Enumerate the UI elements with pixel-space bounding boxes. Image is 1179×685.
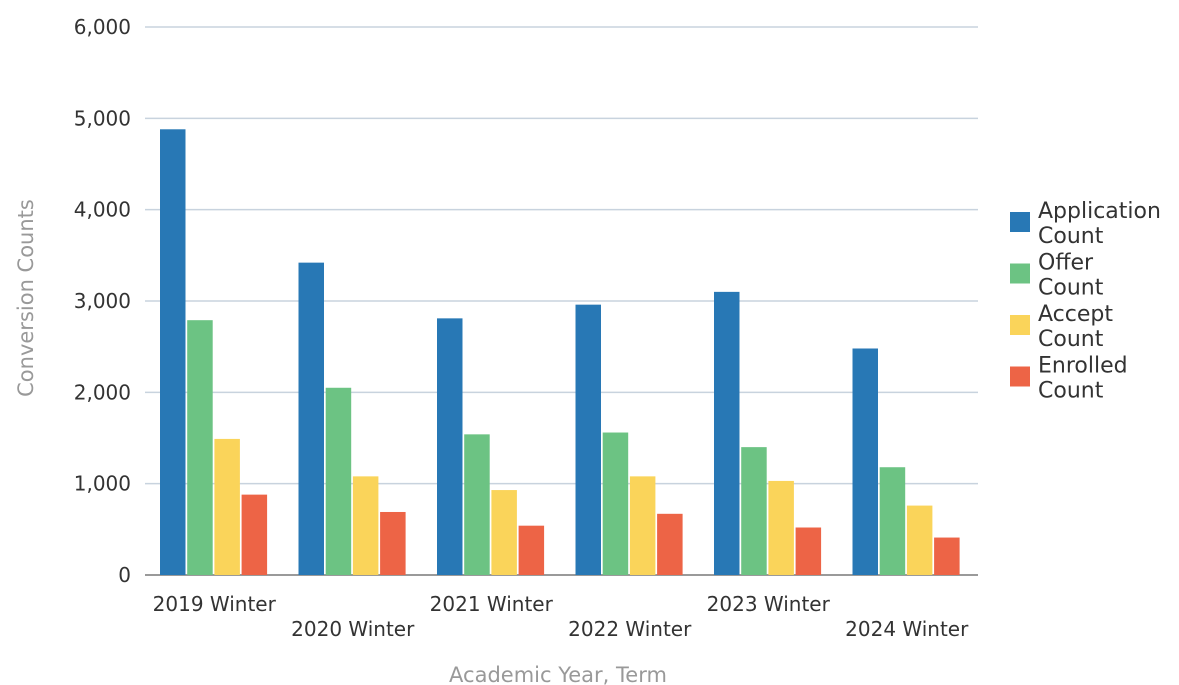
y-tick-label: 1,000	[74, 472, 131, 496]
y-tick-label: 5,000	[74, 106, 131, 130]
legend-label: Application	[1038, 199, 1161, 224]
bar-enrolled-count-2019-winter[interactable]	[241, 494, 268, 575]
bar-enrolled-count-2021-winter[interactable]	[518, 525, 545, 575]
y-tick-label: 0	[118, 563, 131, 587]
y-axis-tick-labels: 0 1,000 2,000 3,000 4,000 5,000 6,000	[74, 15, 131, 587]
bar-enrolled-count-2023-winter[interactable]	[795, 527, 822, 575]
x-axis-title: Academic Year, Term	[449, 663, 667, 685]
bars	[160, 129, 960, 575]
legend-label: Enrolled	[1038, 354, 1128, 379]
bar-application-count-2023-winter[interactable]	[714, 291, 740, 575]
bar-accept-count-2023-winter[interactable]	[768, 480, 794, 575]
legend-label: Count	[1038, 224, 1104, 249]
y-axis-title: Conversion Counts	[14, 199, 38, 397]
legend-swatch	[1010, 366, 1030, 387]
gridlines	[145, 26, 978, 576]
bar-enrolled-count-2020-winter[interactable]	[380, 511, 406, 575]
legend-swatch	[1010, 315, 1030, 335]
bar-accept-count-2022-winter[interactable]	[629, 476, 656, 575]
x-tick-label: 2024 Winter	[845, 617, 969, 641]
bar-application-count-2021-winter[interactable]	[437, 318, 463, 575]
y-tick-label: 2,000	[74, 380, 131, 404]
bar-application-count-2019-winter[interactable]	[160, 129, 186, 575]
legend-label: Accept	[1038, 302, 1113, 327]
bar-accept-count-2021-winter[interactable]	[491, 490, 517, 575]
bar-offer-count-2022-winter[interactable]	[602, 432, 629, 575]
y-tick-label: 3,000	[74, 289, 131, 313]
bar-enrolled-count-2022-winter[interactable]	[657, 513, 683, 575]
bar-accept-count-2019-winter[interactable]	[214, 438, 240, 575]
legend-label: Count	[1038, 276, 1104, 301]
legend-swatch	[1010, 212, 1030, 232]
bar-application-count-2024-winter[interactable]	[852, 348, 879, 575]
x-axis-tick-labels: 2019 Winter 2020 Winter 2021 Winter 2022 Wi…	[153, 592, 969, 641]
bar-application-count-2022-winter[interactable]	[575, 304, 602, 575]
legend-label: Count	[1038, 379, 1104, 404]
legend[interactable]: ApplicationCountOfferCountAcceptCountEnr…	[1010, 199, 1161, 404]
x-tick-label: 2019 Winter	[153, 592, 277, 616]
bar-accept-count-2024-winter[interactable]	[906, 505, 933, 575]
bar-offer-count-2020-winter[interactable]	[325, 387, 352, 575]
bar-offer-count-2024-winter[interactable]	[879, 467, 906, 575]
legend-swatch	[1010, 263, 1030, 284]
bar-offer-count-2023-winter[interactable]	[741, 447, 767, 575]
x-tick-label: 2023 Winter	[707, 592, 831, 616]
bar-enrolled-count-2024-winter[interactable]	[934, 537, 960, 575]
y-tick-label: 4,000	[74, 198, 131, 222]
x-tick-label: 2022 Winter	[568, 617, 692, 641]
legend-label: Count	[1038, 327, 1104, 352]
x-tick-label: 2021 Winter	[430, 592, 554, 616]
y-tick-label: 6,000	[74, 15, 131, 39]
bar-offer-count-2019-winter[interactable]	[187, 320, 213, 575]
x-tick-label: 2020 Winter	[291, 617, 415, 641]
bar-accept-count-2020-winter[interactable]	[352, 476, 379, 575]
bar-offer-count-2021-winter[interactable]	[464, 434, 490, 575]
legend-label: Offer	[1038, 251, 1094, 276]
bar-application-count-2020-winter[interactable]	[298, 262, 325, 575]
